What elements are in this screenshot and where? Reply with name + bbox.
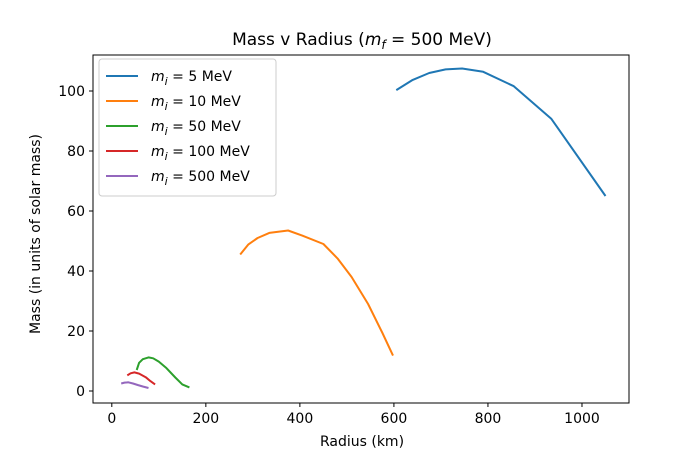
y-axis-ticks: 0 20 40 60 80 100: [58, 84, 93, 400]
legend-label-3: mi = 100 MeV: [151, 144, 250, 163]
series-line-2: [135, 356, 190, 389]
x-axis-ticks: 0 200 400 600 800 1000: [107, 403, 600, 427]
legend-label-1: mi = 10 MeV: [151, 94, 241, 113]
x-tick-label: 800: [475, 411, 502, 427]
series-line-0: [395, 67, 607, 197]
legend-label-2: mi = 50 MeV: [151, 119, 241, 138]
y-tick-label: 0: [76, 384, 85, 400]
legend-box: [98, 58, 277, 197]
y-tick-label: 20: [67, 324, 85, 340]
legend-label-0: mi = 5 MeV: [151, 69, 232, 88]
series-line-1: [239, 229, 394, 357]
series-line-3: [126, 371, 156, 386]
plot-area-frame: [92, 54, 630, 404]
y-tick-label: 100: [58, 84, 85, 100]
y-tick-label: 40: [67, 264, 85, 280]
x-tick-label: 0: [107, 411, 116, 427]
y-tick-label: 60: [67, 204, 85, 220]
y-tick-label: 80: [67, 144, 85, 160]
legend-label-4: mi = 500 MeV: [151, 169, 250, 188]
x-tick-label: 1000: [564, 411, 600, 427]
chart-title: Mass v Radius (mf = 500 MeV): [232, 30, 492, 52]
x-tick-label: 600: [381, 411, 408, 427]
x-tick-label: 400: [287, 411, 314, 427]
series-layer: [120, 67, 607, 389]
x-axis-label: Radius (km): [320, 434, 404, 450]
legend: mi = 5 MeV mi = 10 MeV mi = 50 MeV mi = 100…: [98, 58, 277, 197]
y-axis-label: Mass (in units of solar mass): [28, 134, 44, 334]
x-tick-label: 200: [192, 411, 219, 427]
series-line-4: [120, 381, 149, 389]
